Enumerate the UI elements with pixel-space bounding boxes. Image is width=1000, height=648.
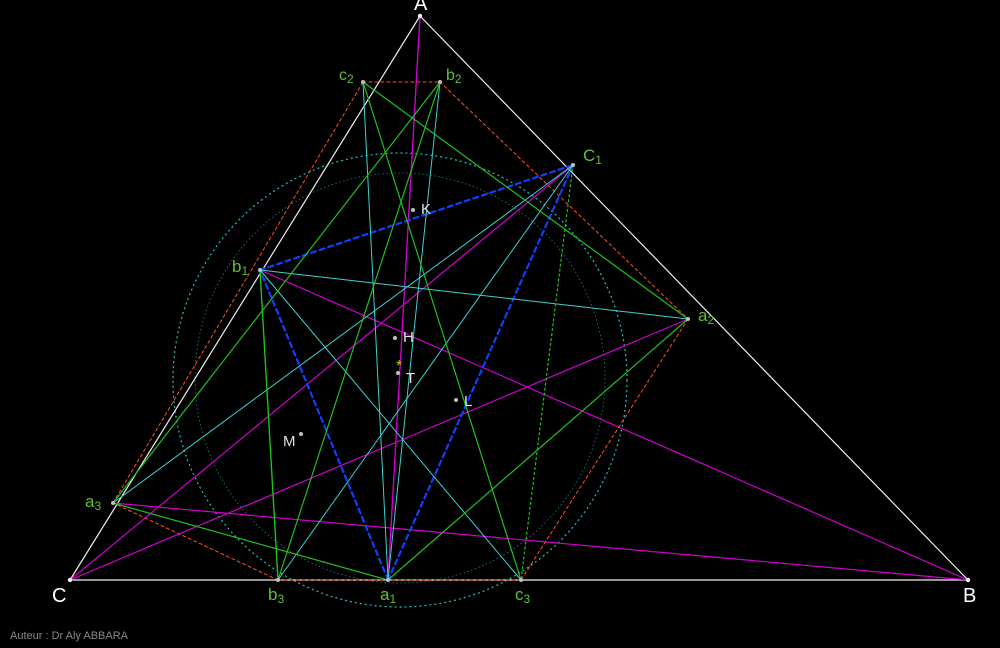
svg-text:a2: a2 bbox=[698, 306, 714, 327]
svg-text:C1: C1 bbox=[583, 146, 602, 167]
svg-text:b3: b3 bbox=[268, 585, 284, 606]
geometry-diagram: * A B C C1 b1 b2 c2 a2 a3 a1 b3 c3 H T K L M bbox=[0, 0, 1000, 648]
svg-text:c2: c2 bbox=[339, 67, 354, 86]
svg-text:A: A bbox=[414, 0, 428, 15]
author-credit: Auteur : Dr Aly ABBARA bbox=[10, 630, 128, 642]
svg-text:H: H bbox=[403, 329, 414, 346]
svg-text:b1: b1 bbox=[232, 257, 248, 278]
svg-text:b2: b2 bbox=[446, 67, 462, 86]
svg-text:L: L bbox=[464, 393, 472, 410]
svg-text:B: B bbox=[963, 585, 976, 607]
svg-text:C: C bbox=[52, 585, 66, 607]
svg-text:*: * bbox=[396, 358, 402, 375]
svg-text:a1: a1 bbox=[380, 585, 396, 606]
svg-text:T: T bbox=[406, 370, 415, 387]
svg-text:c3: c3 bbox=[515, 585, 531, 606]
svg-text:a3: a3 bbox=[85, 492, 101, 513]
svg-text:K: K bbox=[421, 201, 431, 218]
svg-text:M: M bbox=[283, 433, 296, 450]
